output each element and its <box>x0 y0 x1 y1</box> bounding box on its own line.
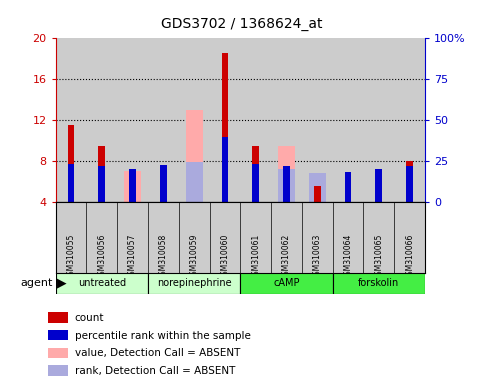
Bar <box>278 146 295 202</box>
Bar <box>185 162 202 202</box>
Text: GSM310064: GSM310064 <box>343 233 353 280</box>
Bar <box>309 173 326 202</box>
Bar <box>160 165 167 202</box>
Bar <box>99 166 105 202</box>
Bar <box>278 169 295 202</box>
Text: GSM310062: GSM310062 <box>282 233 291 280</box>
Bar <box>48 348 68 358</box>
Text: agent: agent <box>21 278 53 288</box>
Text: GSM310060: GSM310060 <box>220 233 229 280</box>
Bar <box>406 161 413 202</box>
Text: GDS3702 / 1368624_at: GDS3702 / 1368624_at <box>161 17 322 31</box>
Bar <box>185 110 202 202</box>
Bar <box>68 125 74 202</box>
Bar <box>68 164 74 202</box>
Bar <box>406 166 413 202</box>
Bar <box>345 172 352 202</box>
Bar <box>283 166 290 202</box>
Bar <box>160 166 167 202</box>
Bar <box>314 186 321 202</box>
Bar <box>345 186 352 202</box>
Bar <box>333 273 425 294</box>
Text: ▶: ▶ <box>57 277 66 290</box>
Bar <box>48 330 68 341</box>
Text: GSM310059: GSM310059 <box>190 233 199 280</box>
Text: GSM310055: GSM310055 <box>67 233 75 280</box>
Text: GSM310065: GSM310065 <box>374 233 384 280</box>
Bar <box>222 137 228 202</box>
Bar <box>48 366 68 376</box>
Text: GSM310061: GSM310061 <box>251 233 260 280</box>
Bar <box>48 312 68 323</box>
Bar <box>252 164 259 202</box>
Bar <box>124 171 141 202</box>
Bar <box>129 169 136 202</box>
Text: GSM310056: GSM310056 <box>97 233 106 280</box>
Bar <box>375 188 382 202</box>
Text: percentile rank within the sample: percentile rank within the sample <box>75 331 251 341</box>
Text: value, Detection Call = ABSENT: value, Detection Call = ABSENT <box>75 348 240 358</box>
Bar <box>99 146 105 202</box>
Text: GSM310058: GSM310058 <box>159 233 168 280</box>
Bar <box>252 146 259 202</box>
Bar <box>375 169 382 202</box>
Bar <box>56 273 148 294</box>
Bar <box>240 273 333 294</box>
Text: GSM310063: GSM310063 <box>313 233 322 280</box>
Text: forskolin: forskolin <box>358 278 399 288</box>
Text: count: count <box>75 313 104 323</box>
Bar <box>222 53 228 202</box>
Text: cAMP: cAMP <box>273 278 300 288</box>
Bar <box>148 273 241 294</box>
Text: norepinephrine: norepinephrine <box>157 278 231 288</box>
Text: untreated: untreated <box>78 278 126 288</box>
Text: GSM310057: GSM310057 <box>128 233 137 280</box>
Text: GSM310066: GSM310066 <box>405 233 414 280</box>
Text: rank, Detection Call = ABSENT: rank, Detection Call = ABSENT <box>75 366 235 376</box>
